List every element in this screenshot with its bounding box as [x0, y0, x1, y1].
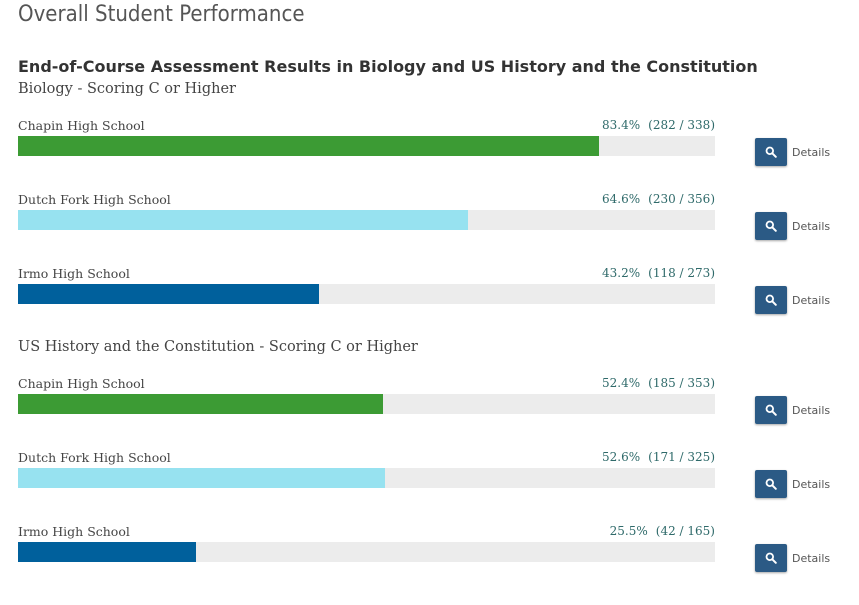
details-label[interactable]: Details	[792, 403, 831, 417]
details-button[interactable]: Details	[755, 395, 830, 425]
count-value: (118 / 273)	[648, 266, 715, 280]
progress-track	[18, 136, 715, 156]
progress-track	[18, 284, 715, 304]
progress-fill	[18, 136, 600, 156]
result-row: Chapin High School 83.4% (282 / 338) Deta…	[0, 118, 859, 178]
search-icon[interactable]	[755, 138, 787, 166]
search-icon[interactable]	[755, 212, 787, 240]
progress-fill	[18, 210, 469, 230]
progress-fill	[18, 284, 320, 304]
details-button[interactable]: Details	[755, 137, 830, 167]
percent-value: 25.5%	[609, 524, 648, 538]
progress-track	[18, 468, 715, 488]
result-row: Dutch Fork High School 64.6% (230 / 356) …	[0, 192, 859, 252]
details-button[interactable]: Details	[755, 469, 830, 499]
details-button[interactable]: Details	[755, 211, 830, 241]
details-label[interactable]: Details	[792, 477, 831, 491]
progress-track	[18, 210, 715, 230]
percent-value: 43.2%	[602, 266, 641, 280]
page-title: Overall Student Performance	[18, 2, 305, 27]
result-row: Dutch Fork High School 52.6% (171 / 325) …	[0, 450, 859, 510]
progress-fill	[18, 468, 385, 488]
details-button[interactable]: Details	[755, 543, 830, 573]
search-icon[interactable]	[755, 286, 787, 314]
result-row: Chapin High School 52.4% (185 / 353) Deta…	[0, 376, 859, 436]
details-label[interactable]: Details	[792, 551, 831, 565]
score-stats: 52.6% (171 / 325)	[602, 450, 715, 464]
progress-fill	[18, 542, 196, 562]
result-row: Irmo High School 25.5% (42 / 165) Details	[0, 524, 859, 584]
details-button[interactable]: Details	[755, 285, 830, 315]
progress-track	[18, 394, 715, 414]
details-label[interactable]: Details	[792, 219, 831, 233]
count-value: (185 / 353)	[648, 376, 715, 390]
percent-value: 83.4%	[602, 118, 641, 132]
search-icon[interactable]	[755, 544, 787, 572]
count-value: (42 / 165)	[655, 524, 715, 538]
school-name: Chapin High School	[18, 376, 145, 391]
search-icon[interactable]	[755, 470, 787, 498]
count-value: (230 / 356)	[648, 192, 715, 206]
details-label[interactable]: Details	[792, 145, 831, 159]
section-title: End-of-Course Assessment Results in Biol…	[18, 57, 758, 76]
school-name: Dutch Fork High School	[18, 192, 171, 207]
school-name: Dutch Fork High School	[18, 450, 171, 465]
percent-value: 52.4%	[602, 376, 641, 390]
score-stats: 25.5% (42 / 165)	[610, 524, 715, 538]
school-name: Chapin High School	[18, 118, 145, 133]
search-icon[interactable]	[755, 396, 787, 424]
progress-track	[18, 542, 715, 562]
score-stats: 83.4% (282 / 338)	[602, 118, 715, 132]
result-row: Irmo High School 43.2% (118 / 273) Detail…	[0, 266, 859, 326]
percent-value: 64.6%	[602, 192, 641, 206]
subject-title-biology: Biology - Scoring C or Higher	[18, 81, 236, 97]
count-value: (171 / 325)	[648, 450, 715, 464]
school-name: Irmo High School	[18, 524, 130, 539]
count-value: (282 / 338)	[648, 118, 715, 132]
score-stats: 52.4% (185 / 353)	[602, 376, 715, 390]
progress-fill	[18, 394, 384, 414]
score-stats: 43.2% (118 / 273)	[602, 266, 715, 280]
percent-value: 52.6%	[602, 450, 641, 464]
score-stats: 64.6% (230 / 356)	[602, 192, 715, 206]
subject-title-us-history: US History and the Constitution - Scorin…	[18, 339, 418, 355]
school-name: Irmo High School	[18, 266, 130, 281]
details-label[interactable]: Details	[792, 293, 831, 307]
